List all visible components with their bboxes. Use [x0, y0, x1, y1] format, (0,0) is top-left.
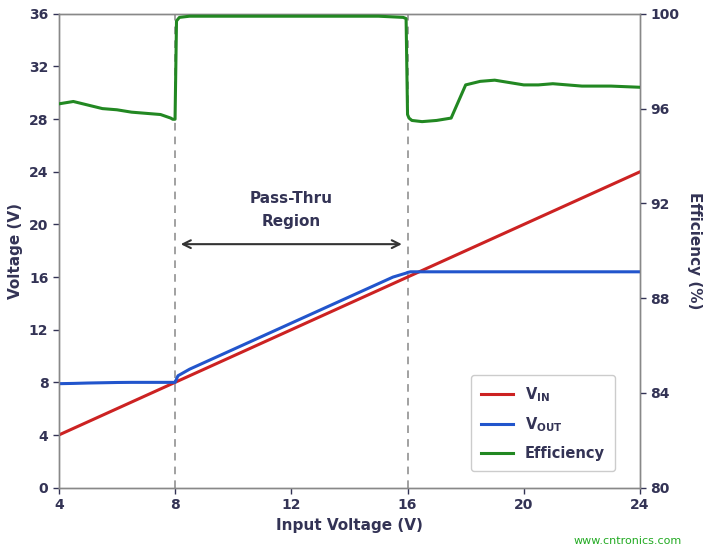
Y-axis label: Voltage (V): Voltage (V)	[9, 203, 23, 299]
Y-axis label: Efficiency (%): Efficiency (%)	[687, 192, 701, 310]
X-axis label: Input Voltage (V): Input Voltage (V)	[276, 518, 423, 533]
Text: www.cntronics.com: www.cntronics.com	[574, 537, 682, 546]
Legend: $\mathbf{V_{IN}}$, $\mathbf{V_{OUT}}$, Efficiency: $\mathbf{V_{IN}}$, $\mathbf{V_{OUT}}$, E…	[471, 375, 616, 471]
Text: Pass-Thru: Pass-Thru	[250, 190, 333, 205]
Text: Region: Region	[262, 214, 321, 229]
